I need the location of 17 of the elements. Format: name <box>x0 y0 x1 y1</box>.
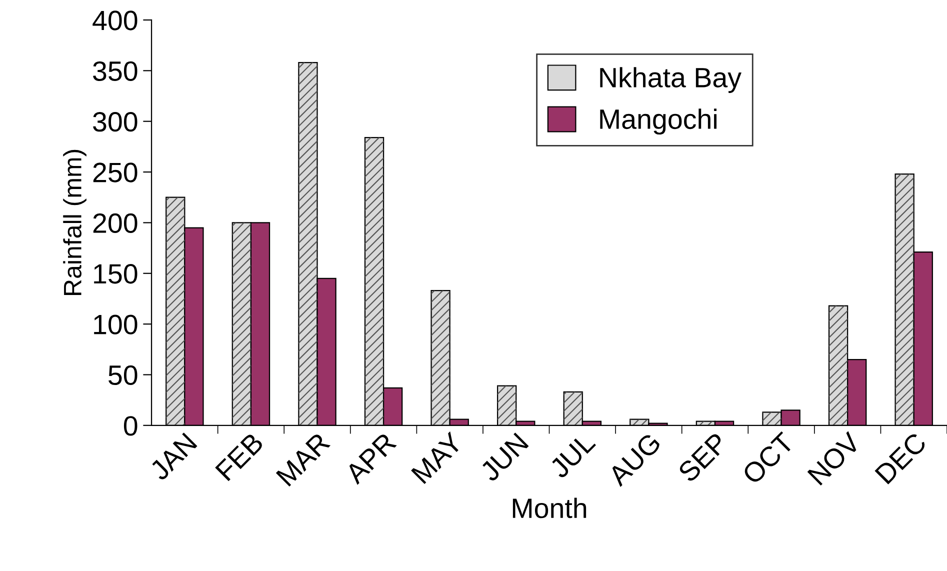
y-tick-label: 150 <box>94 264 138 284</box>
x-tick-label: SEP <box>677 432 728 484</box>
legend-label: Nkhata Bay <box>600 67 742 93</box>
x-tick-label: JUL <box>548 432 596 480</box>
x-tick-label: FEB <box>215 432 264 482</box>
legend-label: Mangochi <box>600 108 716 135</box>
x-tick-label: JAN <box>148 432 198 482</box>
y-tick-label: 0 <box>124 416 138 436</box>
y-tick-label: 50 <box>108 365 138 386</box>
y-axis-title: Rainfall (mm) <box>63 150 86 295</box>
y-tick-label: 200 <box>93 213 138 234</box>
y-tick-label: 400 <box>92 10 138 30</box>
y-tick-label: 250 <box>93 162 138 182</box>
y-tick-label: 350 <box>93 61 138 81</box>
y-tick-label: 300 <box>93 112 138 132</box>
x-axis-title: Month <box>512 498 586 518</box>
y-tick-label: 100 <box>94 314 138 334</box>
